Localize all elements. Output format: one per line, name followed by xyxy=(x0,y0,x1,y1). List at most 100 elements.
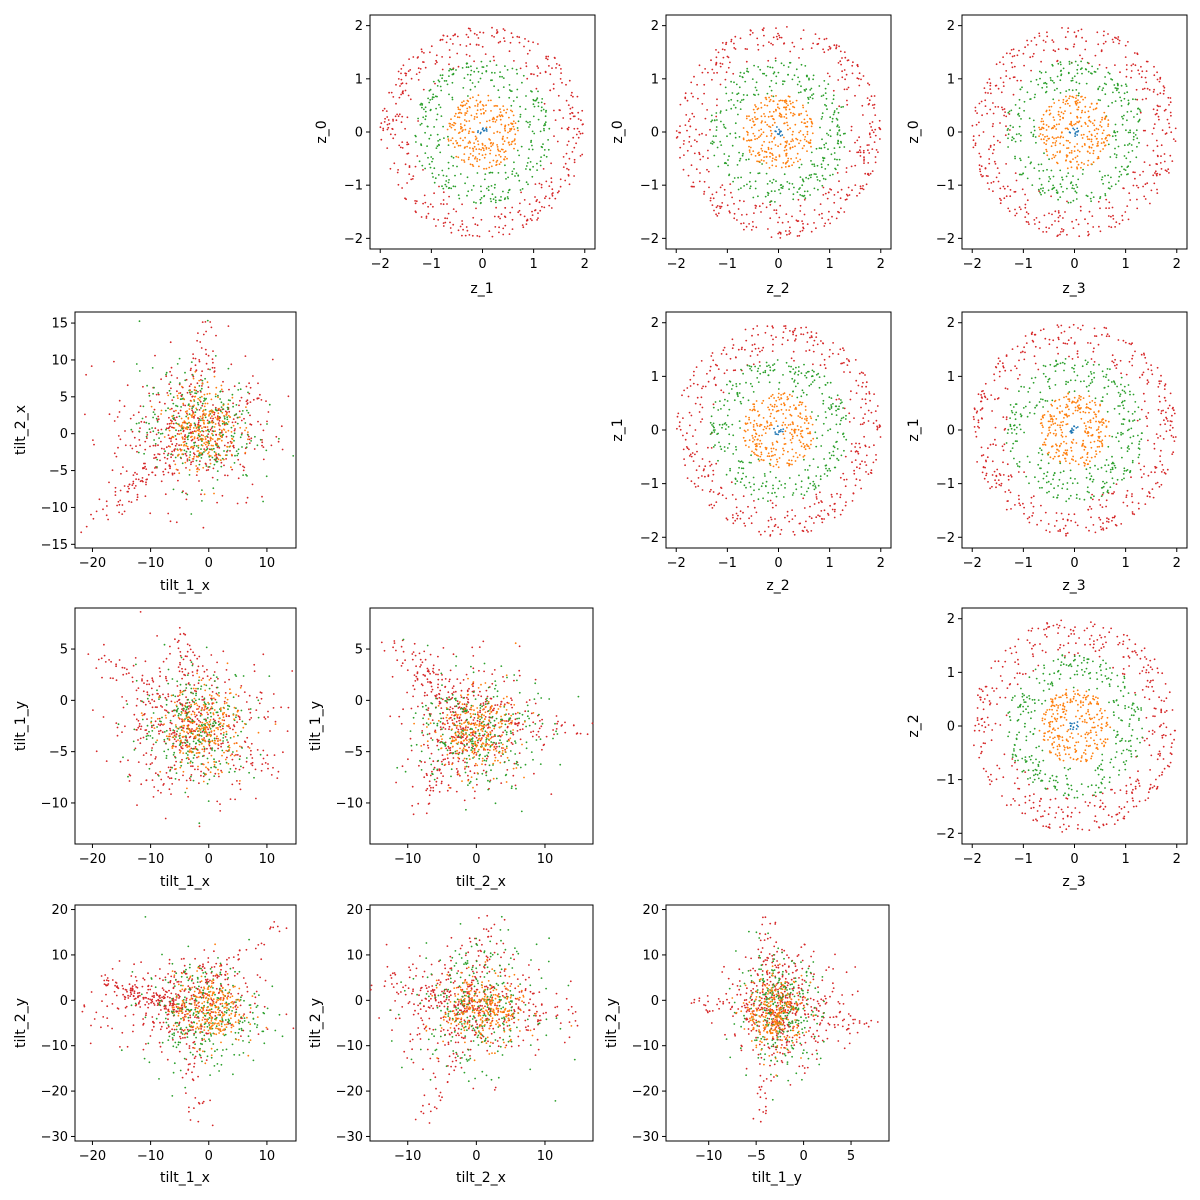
scatter-point xyxy=(522,74,525,77)
scatter-point xyxy=(498,114,501,116)
scatter-point xyxy=(467,66,470,69)
scatter-point xyxy=(398,113,401,116)
scatter-point xyxy=(724,398,726,401)
scatter-point xyxy=(778,231,781,234)
scatter-point xyxy=(1136,145,1138,148)
scatter-point xyxy=(1019,208,1022,211)
scatter-point xyxy=(754,155,757,157)
scatter-point xyxy=(476,105,479,107)
scatter-point xyxy=(1112,218,1115,220)
scatter-point xyxy=(1125,68,1128,71)
scatter-point xyxy=(765,98,768,101)
scatter-point xyxy=(1066,167,1069,170)
scatter-point xyxy=(115,455,118,458)
scatter-point xyxy=(532,103,535,106)
scatter-point xyxy=(690,455,693,458)
scatter-point xyxy=(1015,212,1018,215)
scatter-point xyxy=(989,108,992,111)
scatter-point xyxy=(1017,113,1019,116)
scatter-point xyxy=(994,163,997,165)
scatter-point xyxy=(474,105,476,107)
scatter-point xyxy=(516,72,518,75)
scatter-point xyxy=(811,375,814,377)
scatter-point xyxy=(465,62,468,65)
scatter-point xyxy=(508,233,511,236)
scatter-point xyxy=(783,64,785,67)
scatter-point xyxy=(175,443,178,445)
scatter-point xyxy=(864,172,867,175)
scatter-point xyxy=(1115,156,1118,159)
scatter-point xyxy=(245,385,248,388)
scatter-point xyxy=(709,465,712,467)
scatter-point xyxy=(209,321,212,323)
scatter-point xyxy=(1136,113,1139,115)
scatter-point xyxy=(467,95,469,97)
scatter-point xyxy=(197,397,200,400)
scatter-point xyxy=(165,427,168,430)
scatter-point xyxy=(738,159,741,162)
scatter-point xyxy=(728,210,731,213)
scatter-point xyxy=(244,451,247,454)
scatter-point xyxy=(805,140,808,143)
scatter-point xyxy=(723,446,726,448)
scatter-point xyxy=(213,375,216,378)
scatter-point xyxy=(1046,154,1049,157)
scatter-point xyxy=(1081,72,1083,75)
scatter-point xyxy=(532,98,535,101)
scatter-point xyxy=(716,104,718,107)
scatter-point xyxy=(1139,110,1142,112)
scatter-point xyxy=(815,336,818,338)
scatter-point xyxy=(715,126,718,128)
scatter-point xyxy=(865,393,868,395)
scatter-point xyxy=(1070,150,1073,152)
scatter-point xyxy=(810,125,813,128)
scatter-point xyxy=(1052,187,1055,190)
scatter-point xyxy=(770,200,773,203)
scatter-point xyxy=(184,434,187,436)
scatter-point xyxy=(1068,131,1071,134)
scatter-point xyxy=(202,333,205,336)
scatter-point xyxy=(556,140,559,143)
scatter-point xyxy=(1094,135,1097,138)
y-tick-label: 1 xyxy=(947,72,955,87)
scatter-point xyxy=(1040,71,1043,74)
scatter-point xyxy=(450,126,453,129)
scatter-point xyxy=(788,477,791,479)
scatter-point xyxy=(795,334,798,337)
scatter-point xyxy=(1048,113,1051,116)
scatter-point xyxy=(813,379,816,382)
scatter-point xyxy=(1020,173,1023,176)
scatter-point xyxy=(1011,139,1013,142)
scatter-point xyxy=(1074,132,1077,135)
scatter-point xyxy=(1125,157,1128,160)
scatter-point xyxy=(1071,95,1074,98)
scatter-point xyxy=(451,96,454,99)
scatter-point xyxy=(1042,120,1045,123)
scatter-point xyxy=(190,461,193,464)
scatter-point xyxy=(1059,106,1062,109)
scatter-point xyxy=(488,147,490,150)
scatter-point xyxy=(719,65,722,68)
scatter-point xyxy=(790,357,793,360)
scatter-point xyxy=(778,107,781,110)
scatter-point xyxy=(142,405,145,408)
scatter-point xyxy=(844,418,847,420)
scatter-point xyxy=(504,197,507,200)
scatter-point xyxy=(779,533,782,535)
scatter-point xyxy=(146,434,149,436)
scatter-point xyxy=(1145,97,1147,100)
scatter-point xyxy=(793,45,796,48)
scatter-point xyxy=(1030,131,1033,134)
scatter-point xyxy=(860,78,862,81)
scatter-point xyxy=(420,48,423,51)
scatter-point xyxy=(186,458,189,460)
scatter-point xyxy=(718,492,721,495)
scatter-point xyxy=(389,167,392,170)
scatter-point xyxy=(789,147,792,150)
scatter-point xyxy=(796,138,799,141)
scatter-point xyxy=(116,504,118,507)
scatter-point xyxy=(1057,110,1060,113)
scatter-point xyxy=(1121,115,1123,118)
scatter-point xyxy=(537,212,539,215)
scatter-point xyxy=(1061,176,1063,179)
